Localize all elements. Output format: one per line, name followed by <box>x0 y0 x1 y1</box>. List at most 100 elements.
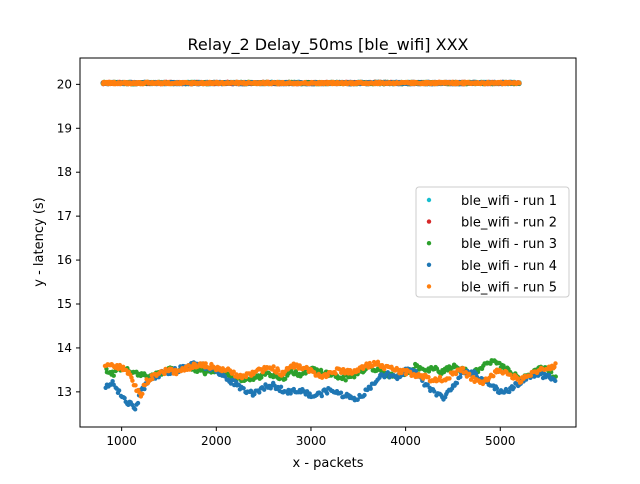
y-axis-label: y - latency (s) <box>32 197 47 286</box>
y-tick-label: 14 <box>57 341 72 355</box>
data-point <box>466 371 472 377</box>
data-point <box>190 365 195 371</box>
data-point <box>516 376 521 381</box>
data-point <box>142 386 147 392</box>
data-point <box>252 391 257 397</box>
data-point <box>132 407 138 412</box>
legend: ble_wifi - run 1 ble_wifi - run 2 ble_wifi… <box>415 186 570 298</box>
legend-marker <box>426 262 432 267</box>
x-tick-label: 2000 <box>201 434 232 448</box>
data-point <box>222 374 228 379</box>
chart-title: Relay_2 Delay_50ms [ble_wifi] XXX <box>188 35 469 55</box>
plot-frame <box>79 57 577 428</box>
data-point <box>453 371 459 377</box>
data-point <box>368 386 373 391</box>
data-point <box>507 389 512 395</box>
data-point <box>231 369 236 374</box>
legend-label: ble_wifi - run 5 <box>461 280 557 295</box>
data-point <box>463 369 469 375</box>
data-point <box>454 380 460 386</box>
data-point <box>276 368 281 373</box>
legend-marker <box>426 197 432 203</box>
legend-marker <box>426 219 432 224</box>
data-point <box>110 378 115 384</box>
legend-marker <box>426 284 432 289</box>
data-point <box>319 393 324 399</box>
data-point <box>432 389 437 394</box>
data-point <box>491 374 496 379</box>
data-point <box>259 375 264 380</box>
data-point <box>437 374 443 380</box>
data-point <box>517 80 522 86</box>
data-point <box>338 390 344 395</box>
data-point <box>260 369 265 375</box>
data-point <box>307 391 312 396</box>
data-point <box>271 364 276 369</box>
data-point <box>426 374 431 380</box>
y-tick-label: 19 <box>57 121 72 135</box>
y-tick-label: 15 <box>57 297 72 311</box>
plot-marks <box>100 79 558 412</box>
data-point <box>234 379 239 385</box>
data-point <box>150 376 155 382</box>
data-point <box>352 375 357 380</box>
data-point <box>508 372 513 377</box>
data-point <box>458 374 463 380</box>
data-point <box>111 373 116 378</box>
data-point <box>333 371 338 376</box>
data-point <box>362 392 367 398</box>
legend-label: ble_wifi - run 4 <box>461 259 557 274</box>
data-point <box>385 370 391 375</box>
data-point <box>243 374 249 380</box>
data-point <box>133 383 138 388</box>
data-point <box>130 378 135 383</box>
data-point <box>257 390 262 395</box>
legend-label: ble_wifi - run 1 <box>461 194 557 209</box>
data-point <box>324 391 330 396</box>
x-axis: 1000 2000 3000 4000 5000 <box>106 427 516 448</box>
data-point <box>122 395 127 401</box>
data-point <box>203 361 208 366</box>
legend-label: ble_wifi - run 2 <box>461 216 557 231</box>
data-point <box>202 371 208 377</box>
data-point <box>553 378 558 384</box>
data-point <box>552 364 557 370</box>
x-tick-label: 1000 <box>106 434 137 448</box>
y-tick-label: 18 <box>57 165 72 179</box>
data-point <box>325 373 330 378</box>
data-point <box>162 371 167 377</box>
data-point <box>460 366 466 371</box>
x-tick-label: 4000 <box>390 434 421 448</box>
data-point <box>488 361 493 366</box>
y-tick-label: 17 <box>57 209 72 223</box>
data-point <box>421 376 426 381</box>
data-point <box>278 384 284 390</box>
data-point <box>473 371 479 376</box>
legend-marker <box>426 241 432 246</box>
y-tick-label: 16 <box>57 253 72 267</box>
data-point <box>343 378 348 383</box>
data-point <box>347 368 353 373</box>
data-point <box>375 359 381 365</box>
series-upper-ble-wifi-run-5 <box>101 79 522 87</box>
x-tick-label: 3000 <box>296 434 327 448</box>
data-point <box>195 369 200 375</box>
data-point <box>407 369 413 375</box>
data-point <box>511 385 516 390</box>
data-point <box>116 388 122 393</box>
data-point <box>367 360 372 366</box>
y-tick-label: 20 <box>57 77 72 91</box>
series-lower-ble-wifi-run-5 <box>102 359 558 399</box>
data-point <box>425 382 430 387</box>
data-point <box>140 391 145 397</box>
data-point <box>135 400 141 406</box>
data-point <box>528 373 534 378</box>
data-point <box>241 386 246 391</box>
data-point <box>426 369 432 374</box>
data-point <box>403 372 409 377</box>
data-point <box>447 376 452 381</box>
data-point <box>355 368 361 374</box>
x-tick-label: 5000 <box>485 434 516 448</box>
